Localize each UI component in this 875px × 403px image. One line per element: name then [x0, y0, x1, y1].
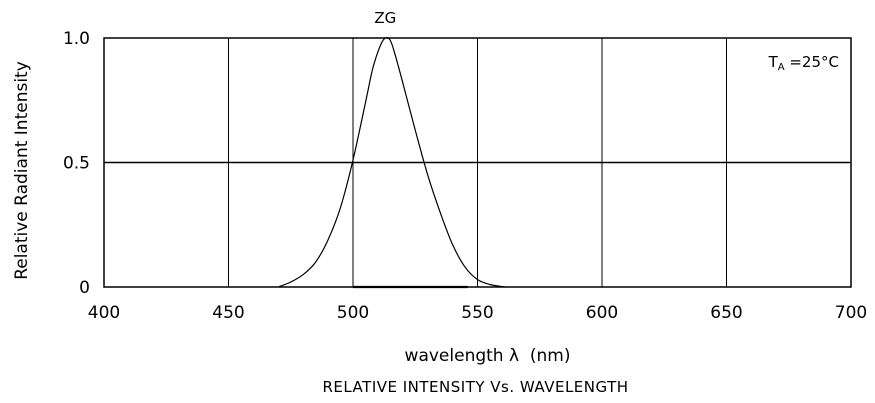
- series-label-zg: ZG: [374, 9, 396, 27]
- x-tick-label: 450: [212, 303, 244, 323]
- chart-title: RELATIVE INTENSITY Vs. WAVELENGTH: [322, 378, 628, 396]
- grid-lines: [104, 38, 851, 287]
- y-tick-label: 1.0: [63, 29, 90, 49]
- x-tick-label: 400: [88, 303, 120, 323]
- annotation-rest: =25°C: [785, 53, 839, 71]
- x-tick-label: 550: [461, 303, 493, 323]
- y-axis-label: Relative Radiant Intensity: [12, 61, 32, 280]
- series-line-zg: [278, 37, 505, 288]
- annotation-subscript: A: [778, 62, 785, 73]
- y-tick-label: 0: [79, 278, 90, 298]
- annotation-main: T: [768, 53, 779, 71]
- x-tick-label: 700: [835, 303, 867, 323]
- series-layer: [278, 37, 505, 289]
- x-tick-label: 500: [337, 303, 369, 323]
- temperature-annotation: TA =25°C: [768, 53, 839, 73]
- y-tick-label: 0.5: [63, 154, 90, 174]
- x-tick-label: 600: [586, 303, 618, 323]
- x-tick-labels: 400 450 500 550 600 650 700: [88, 303, 867, 323]
- plot-frame: [103, 37, 852, 288]
- x-axis-label: wavelength λ (nm): [405, 346, 571, 366]
- x-tick-label: 650: [710, 303, 742, 323]
- y-tick-labels: 0 0.5 1.0: [63, 29, 90, 298]
